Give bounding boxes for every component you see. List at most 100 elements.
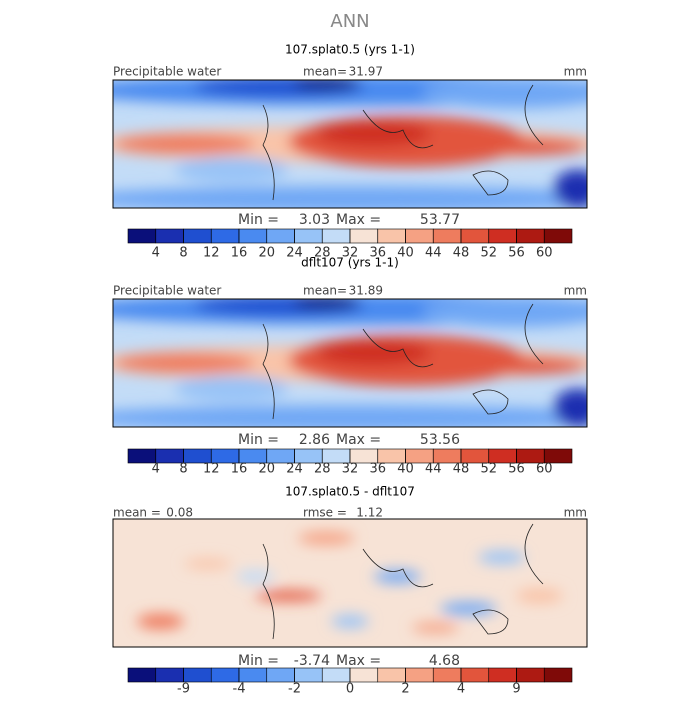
- colorbar-segment: [432, 228, 462, 244]
- colorbar-segment: [432, 667, 462, 683]
- colorbar-segment: [321, 667, 351, 683]
- colorbar-tick-label: 12: [203, 246, 220, 261]
- stat-label: mean=: [303, 65, 347, 79]
- field-blob: [236, 570, 275, 583]
- units: mm: [564, 284, 587, 298]
- units: mm: [564, 65, 587, 79]
- colorbar-segment: [516, 667, 545, 683]
- colorbar-segment: [238, 228, 268, 244]
- colorbar-segment: [183, 228, 212, 244]
- max-label: Max =: [336, 432, 381, 448]
- field-blob: [255, 590, 322, 601]
- colorbar-segment: [321, 228, 351, 244]
- colorbar-tick-label: 20: [258, 246, 275, 261]
- colorbar-tick-label: 4: [152, 462, 160, 477]
- colorbar-tick-label: 28: [314, 246, 331, 261]
- colorbar-tick-label: 32: [342, 246, 359, 261]
- field-blob: [515, 588, 564, 604]
- colorbar-tick-label: 48: [453, 246, 470, 261]
- colorbar-tick-label: -4: [233, 682, 246, 697]
- field-blob: [477, 551, 526, 564]
- colorbar-segment: [210, 228, 240, 244]
- colorbar-segment: [155, 228, 184, 244]
- colorbar-segment: [460, 667, 490, 683]
- map-frame: [112, 298, 588, 428]
- colorbar-tick-label: 36: [369, 462, 386, 477]
- colorbar-segment: [294, 667, 323, 683]
- map-field: [113, 80, 587, 208]
- min-value: 3.03: [299, 212, 330, 228]
- units: mm: [564, 506, 587, 520]
- field-blobs: [113, 299, 587, 427]
- max-value: 53.77: [420, 212, 460, 228]
- min-value: 2.86: [299, 432, 330, 448]
- max-label: Max =: [336, 212, 381, 228]
- colorbar-tick-label: 28: [314, 462, 331, 477]
- colorbar-tick-label: 24: [286, 246, 303, 261]
- colorbar-tick-label: 56: [508, 462, 525, 477]
- colorbar-segment: [266, 228, 295, 244]
- colorbar-tick-label: 9: [512, 682, 520, 697]
- map-frame: [112, 79, 588, 209]
- colorbar-segment: [238, 667, 268, 683]
- map-field: [113, 519, 587, 647]
- colorbar-segment: [183, 667, 212, 683]
- field-blob: [174, 156, 289, 183]
- stat-value: 1.12: [356, 506, 383, 520]
- field-blob: [184, 558, 232, 569]
- colorbar-segment: [349, 228, 379, 244]
- field-blob: [113, 133, 256, 155]
- colorbar-segment: [127, 228, 157, 244]
- field-blob: [174, 375, 289, 402]
- field-blob: [440, 602, 497, 615]
- field-blob: [293, 299, 360, 310]
- min-value: -3.74: [294, 653, 330, 669]
- colorbar-tick-label: 44: [425, 246, 442, 261]
- field-blobs: [113, 80, 587, 208]
- map-frame: [112, 518, 588, 648]
- colorbar-segment: [127, 667, 157, 683]
- coastline: [262, 303, 544, 420]
- colorbar-tick-label: 8: [179, 462, 187, 477]
- colorbar-segment: [155, 667, 184, 683]
- field-blob: [553, 388, 587, 427]
- colorbar-tick-label: 20: [258, 462, 275, 477]
- colorbar-tick-label: 60: [536, 246, 553, 261]
- stat-label: rmse =: [303, 506, 347, 520]
- min-label: Min =: [238, 653, 279, 669]
- field-label: Precipitable water: [113, 284, 221, 298]
- colorbar-tick-label: 16: [231, 462, 248, 477]
- field-blob: [331, 615, 369, 628]
- colorbar-tick-label: 4: [457, 682, 465, 697]
- field-blob: [444, 137, 587, 156]
- colorbar-segment: [488, 228, 517, 244]
- field-blob: [444, 356, 587, 375]
- coastline: [262, 523, 544, 640]
- colorbar-segment: [349, 667, 379, 683]
- stat-value: 31.89: [349, 284, 383, 298]
- colorbar-segment: [210, 667, 240, 683]
- colorbar-tick-label: 44: [425, 462, 442, 477]
- panel-title: 107.splat0.5 (yrs 1-1): [285, 43, 415, 57]
- field-blob: [553, 169, 587, 208]
- panel-title: dflt107 (yrs 1-1): [301, 256, 399, 270]
- field-blobs: [136, 531, 564, 633]
- colorbar-segment: [543, 228, 573, 244]
- colorbar-tick-label: 36: [369, 246, 386, 261]
- field-blob: [113, 352, 256, 374]
- colorbar-tick-label: 48: [453, 462, 470, 477]
- panel-title: 107.splat0.5 - dflt107: [285, 485, 415, 499]
- colorbar-tick-label: 32: [342, 462, 359, 477]
- colorbar-segment: [405, 228, 434, 244]
- stat-value: 0.08: [166, 506, 193, 520]
- field-label: Precipitable water: [113, 65, 221, 79]
- colorbar-tick-label: 16: [231, 246, 248, 261]
- map-field: [113, 299, 587, 427]
- max-value: 4.68: [429, 653, 460, 669]
- colorbar-tick-label: 8: [179, 246, 187, 261]
- colorbar-tick-label: 52: [480, 462, 497, 477]
- stat-value: 31.97: [349, 65, 383, 79]
- field-blob: [136, 613, 185, 630]
- stat-label: mean=: [303, 284, 347, 298]
